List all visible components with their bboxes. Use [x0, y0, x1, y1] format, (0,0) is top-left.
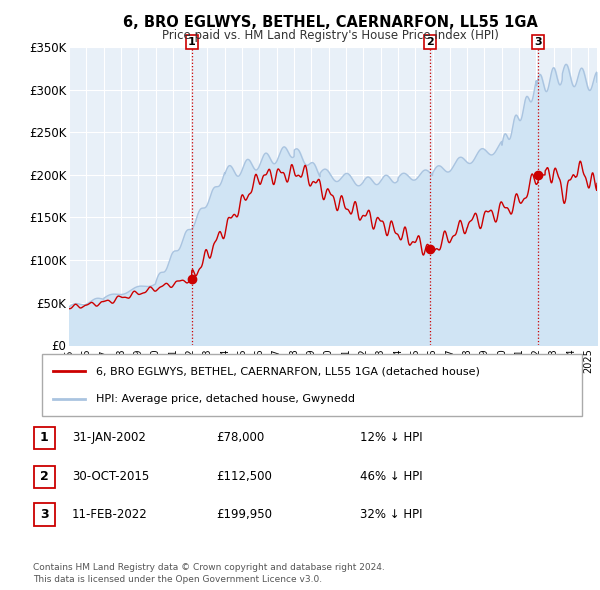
Text: HPI: Average price, detached house, Gwynedd: HPI: Average price, detached house, Gwyn… [96, 394, 355, 404]
Text: £112,500: £112,500 [216, 470, 272, 483]
Text: 1: 1 [40, 431, 49, 444]
Text: 30-OCT-2015: 30-OCT-2015 [72, 470, 149, 483]
Text: Contains HM Land Registry data © Crown copyright and database right 2024.
This d: Contains HM Land Registry data © Crown c… [33, 563, 385, 584]
Text: 6, BRO EGLWYS, BETHEL, CAERNARFON, LL55 1GA: 6, BRO EGLWYS, BETHEL, CAERNARFON, LL55 … [122, 15, 538, 30]
Text: 12% ↓ HPI: 12% ↓ HPI [360, 431, 422, 444]
Text: 11-FEB-2022: 11-FEB-2022 [72, 508, 148, 521]
Text: 31-JAN-2002: 31-JAN-2002 [72, 431, 146, 444]
Text: 2: 2 [426, 37, 434, 47]
Text: 46% ↓ HPI: 46% ↓ HPI [360, 470, 422, 483]
Text: Price paid vs. HM Land Registry's House Price Index (HPI): Price paid vs. HM Land Registry's House … [161, 30, 499, 42]
Text: £199,950: £199,950 [216, 508, 272, 521]
Text: 2: 2 [40, 470, 49, 483]
Text: 32% ↓ HPI: 32% ↓ HPI [360, 508, 422, 521]
Text: 1: 1 [188, 37, 196, 47]
Text: 6, BRO EGLWYS, BETHEL, CAERNARFON, LL55 1GA (detached house): 6, BRO EGLWYS, BETHEL, CAERNARFON, LL55 … [96, 366, 480, 376]
Text: £78,000: £78,000 [216, 431, 264, 444]
Text: 3: 3 [40, 508, 49, 521]
Text: 3: 3 [535, 37, 542, 47]
